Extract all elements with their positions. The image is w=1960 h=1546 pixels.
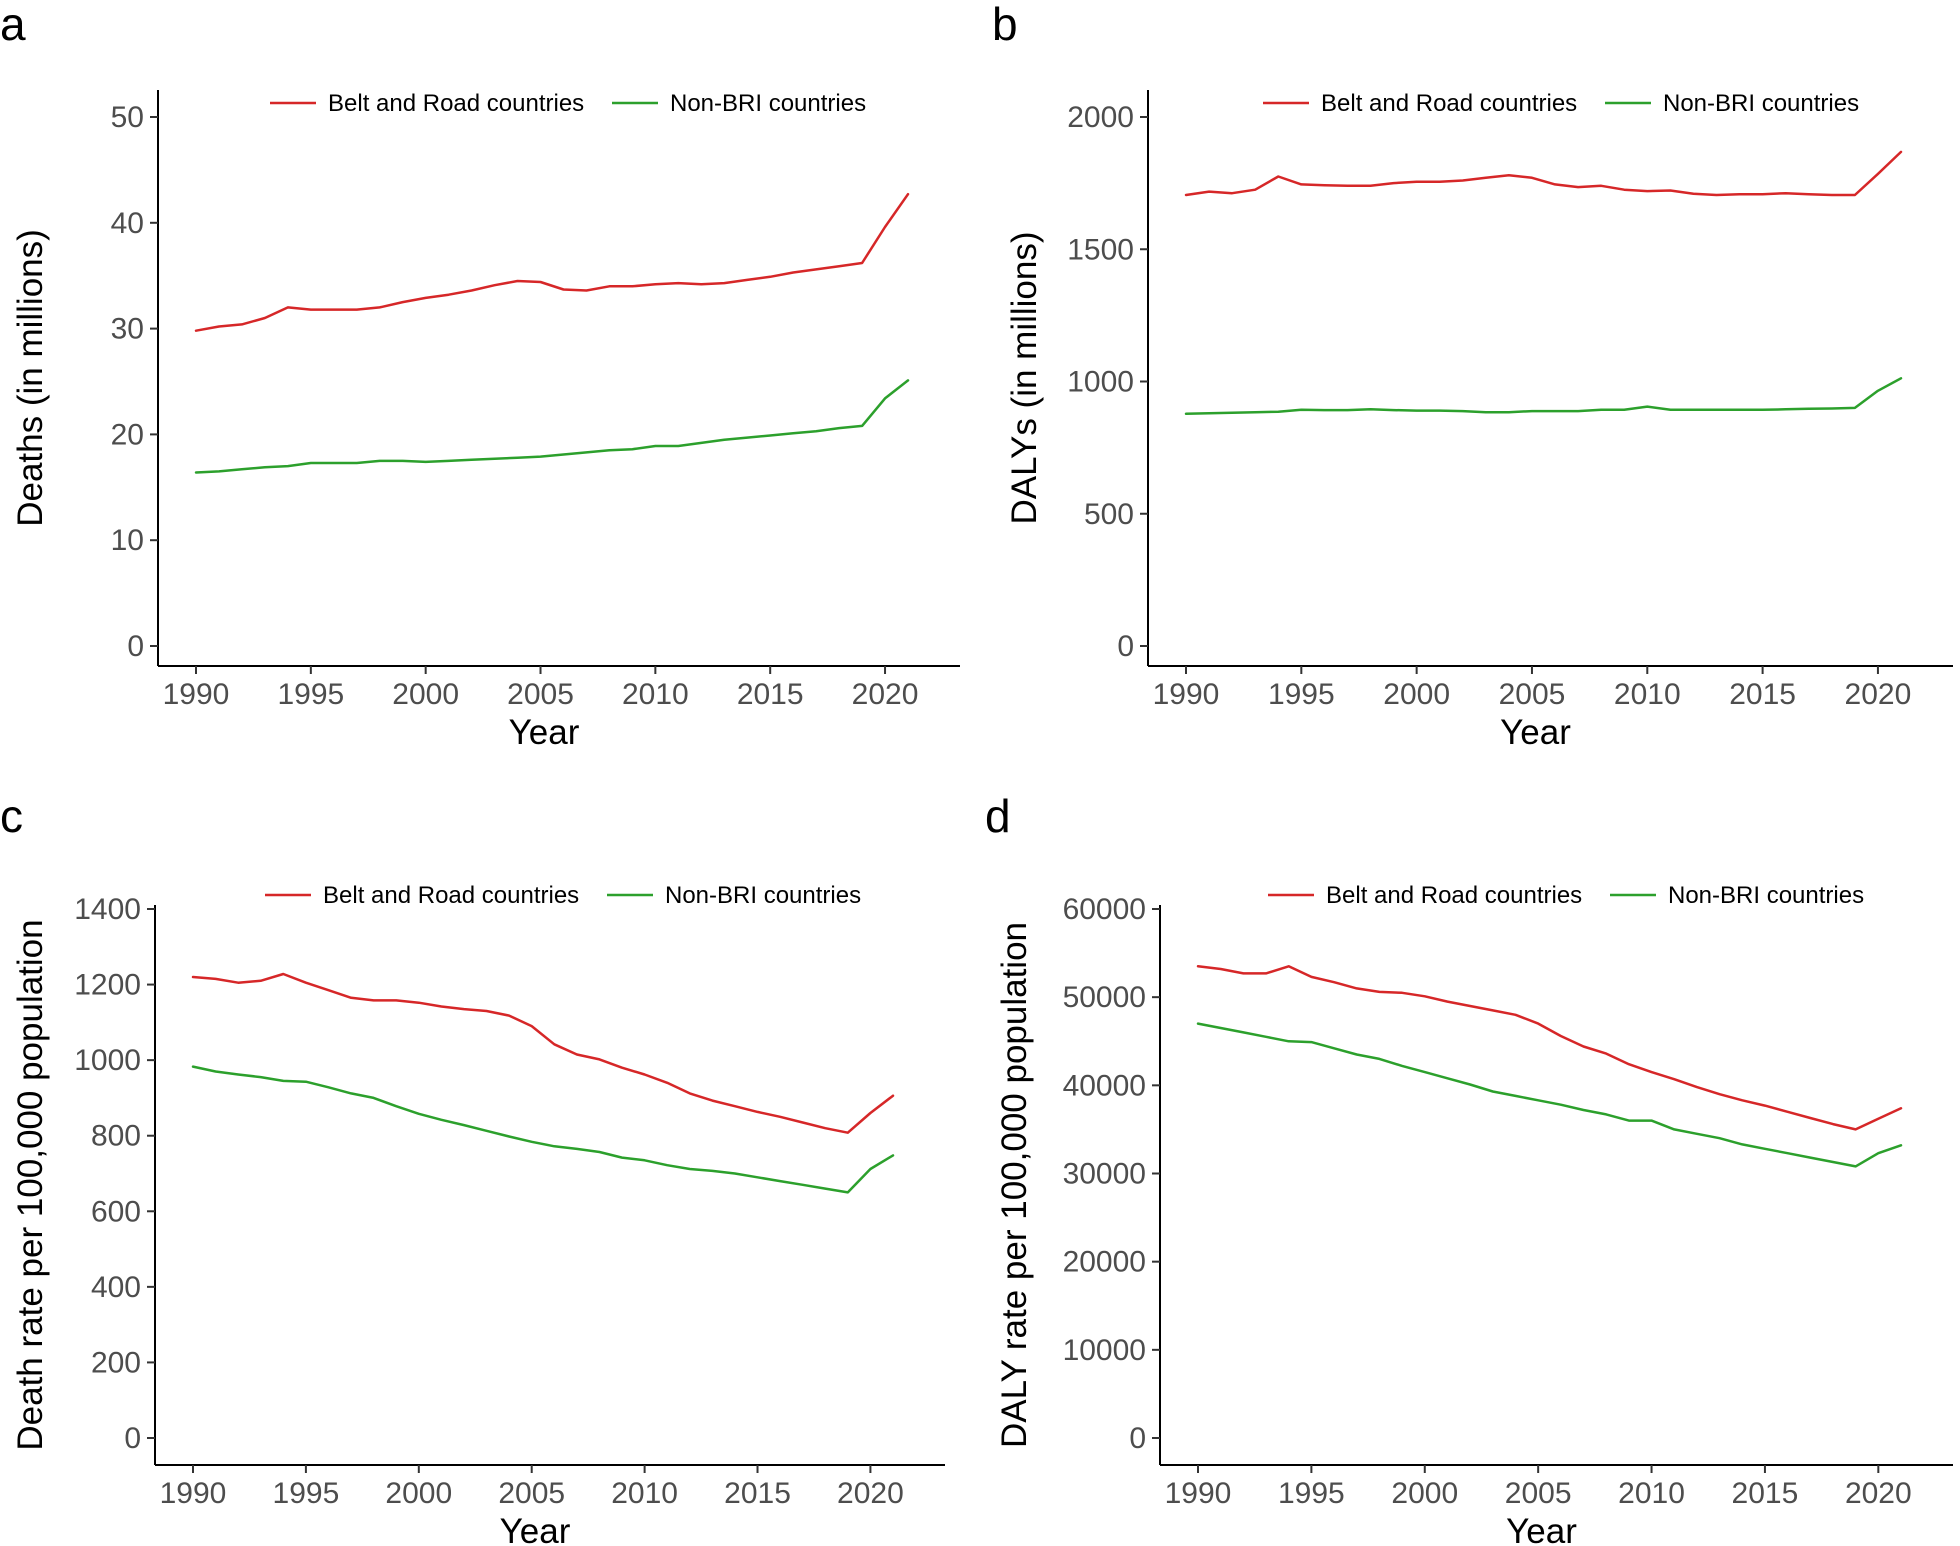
x-tick-label: 2020 (852, 678, 919, 711)
panel-d: d 0 10000 20000 30000 40000 50000 60000 1990 1995… (985, 790, 1953, 1546)
x-tick-label: 2000 (385, 1477, 452, 1510)
y-axis-title: DALY rate per 100,000 population (995, 922, 1034, 1448)
legend-label-bri: Belt and Road countries (328, 90, 584, 117)
y-tick-label: 10 (111, 524, 144, 557)
series-line-bri (191, 972, 895, 1134)
x-tick-label: 2015 (724, 1477, 791, 1510)
x-axis-title: Year (500, 1512, 571, 1546)
series-line-non-bri (191, 1065, 895, 1194)
x-tick-label: 2000 (1383, 678, 1450, 711)
y-tick-label: 0 (127, 630, 144, 663)
y-axis-title: Death rate per 100,000 population (11, 919, 50, 1450)
x-tick-label: 2005 (498, 1477, 565, 1510)
y-tick-label: 0 (1129, 1422, 1146, 1455)
y-tick-label: 1200 (74, 969, 141, 1002)
y-tick-label: 1400 (74, 893, 141, 926)
y-axis-title: DALYs (in millions) (1005, 231, 1044, 524)
y-tick-label: 30 (111, 313, 144, 346)
y-tick-label: 30000 (1063, 1158, 1146, 1191)
panel-b: b 0 500 1000 1500 2000 1990 1995 2000 2005 2010 201… (992, 0, 1953, 752)
x-tick-label: 2000 (392, 678, 459, 711)
legend-label-bri: Belt and Road countries (1321, 90, 1577, 117)
y-tick-label: 60000 (1063, 893, 1146, 926)
x-tick-label: 2005 (507, 678, 574, 711)
y-tick-label: 1500 (1067, 233, 1134, 266)
y-tick-label: 20 (111, 418, 144, 451)
y-tick-label: 400 (91, 1271, 141, 1304)
y-tick-label: 500 (1084, 498, 1134, 531)
series-line-bri (1196, 965, 1903, 1131)
panel-c: c 0 200 400 600 800 1000 1200 1400 1990 1995 2000 20… (0, 790, 945, 1546)
panel-letter-d: d (985, 790, 1011, 842)
panel-letter-b: b (992, 0, 1018, 50)
legend: Belt and Road countries Non-BRI countries (265, 882, 861, 909)
y-tick-label: 50 (111, 101, 144, 134)
x-tick-label: 2010 (1614, 678, 1681, 711)
legend: Belt and Road countries Non-BRI countries (270, 90, 866, 117)
x-tick-label: 1990 (160, 1477, 227, 1510)
y-tick-label: 2000 (1067, 101, 1134, 134)
panel-letter-a: a (0, 0, 26, 50)
legend: Belt and Road countries Non-BRI countries (1263, 90, 1859, 117)
y-tick-label: 50000 (1063, 981, 1146, 1014)
legend-label-non-bri: Non-BRI countries (670, 90, 866, 117)
x-tick-label: 2010 (1618, 1477, 1685, 1510)
series-line-non-bri (1184, 377, 1903, 416)
legend: Belt and Road countries Non-BRI countries (1268, 882, 1864, 909)
x-tick-label: 2020 (1845, 1477, 1912, 1510)
y-tick-label: 20000 (1063, 1246, 1146, 1279)
panel-letter-c: c (0, 790, 23, 842)
x-axis-title: Year (509, 713, 580, 752)
x-tick-label: 2015 (1729, 678, 1796, 711)
legend-label-non-bri: Non-BRI countries (1668, 882, 1864, 909)
y-tick-label: 10000 (1063, 1334, 1146, 1367)
x-tick-label: 2015 (737, 678, 804, 711)
legend-label-non-bri: Non-BRI countries (1663, 90, 1859, 117)
x-tick-label: 2015 (1732, 1477, 1799, 1510)
x-tick-label: 2020 (1845, 678, 1912, 711)
panel-a: a 0 10 20 30 40 50 1990 1995 2000 2005 2010 2015 2020… (0, 0, 960, 752)
y-tick-label: 600 (91, 1195, 141, 1228)
y-tick-label: 1000 (74, 1044, 141, 1077)
y-tick-label: 0 (1117, 630, 1134, 663)
legend-label-non-bri: Non-BRI countries (665, 882, 861, 909)
x-tick-label: 2000 (1391, 1477, 1458, 1510)
series-line-non-bri (194, 379, 910, 474)
x-tick-label: 1995 (273, 1477, 340, 1510)
y-tick-label: 40000 (1063, 1069, 1146, 1102)
y-axis-title: Deaths (in millions) (11, 229, 50, 527)
x-tick-label: 2010 (611, 1477, 678, 1510)
x-tick-label: 1995 (1268, 678, 1335, 711)
legend-label-bri: Belt and Road countries (1326, 882, 1582, 909)
x-tick-label: 2010 (622, 678, 689, 711)
y-tick-label: 200 (91, 1346, 141, 1379)
y-tick-label: 1000 (1067, 366, 1134, 399)
x-axis-title: Year (1500, 713, 1571, 752)
series-line-bri (1184, 150, 1903, 197)
x-tick-label: 2005 (1505, 1477, 1572, 1510)
x-axis-title: Year (1506, 1512, 1577, 1546)
x-tick-label: 1990 (163, 678, 230, 711)
x-tick-label: 2005 (1499, 678, 1566, 711)
x-tick-label: 1990 (1165, 1477, 1232, 1510)
x-tick-label: 1995 (1278, 1477, 1345, 1510)
series-line-bri (194, 192, 910, 332)
x-tick-label: 1990 (1153, 678, 1220, 711)
y-tick-label: 0 (124, 1422, 141, 1455)
legend-label-bri: Belt and Road countries (323, 882, 579, 909)
x-tick-label: 2020 (837, 1477, 904, 1510)
y-tick-label: 40 (111, 207, 144, 240)
y-tick-label: 800 (91, 1120, 141, 1153)
series-line-non-bri (1196, 1022, 1903, 1168)
x-tick-label: 1995 (277, 678, 344, 711)
